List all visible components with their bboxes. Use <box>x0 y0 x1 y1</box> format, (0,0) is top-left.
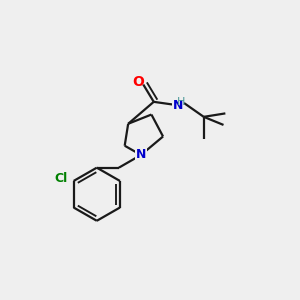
Text: O: O <box>133 75 145 89</box>
Text: Cl: Cl <box>54 172 68 185</box>
Text: N: N <box>136 148 146 161</box>
Text: H: H <box>177 97 185 107</box>
Text: N: N <box>173 99 183 112</box>
